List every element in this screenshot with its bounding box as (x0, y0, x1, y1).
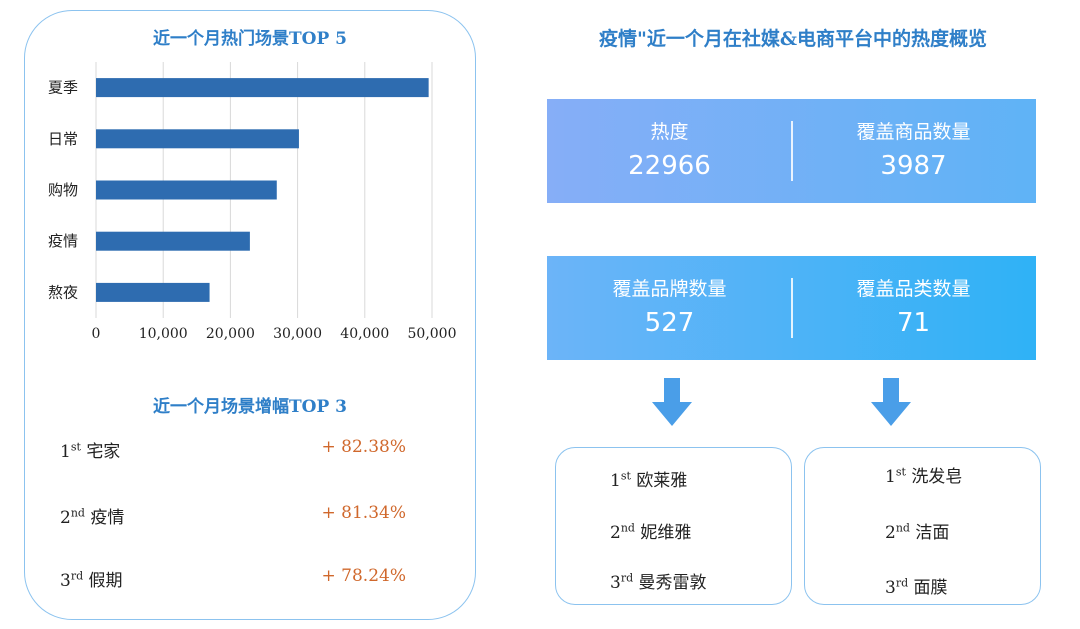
arrow-down-icon (652, 378, 692, 426)
x-tick-label: 50,000 (408, 326, 457, 342)
growth-value-3: + 78.24% (321, 566, 406, 586)
brand-item-1: 1st 欧莱雅 (610, 469, 688, 491)
stat-value: 22966 (628, 151, 711, 181)
x-tick-label: 40,000 (340, 326, 389, 342)
hot-scenes-bar-chart: 0 10,000 20,000 30,000 40,000 50,000 夏季日常购物疫情熬… (48, 62, 457, 342)
bar (96, 180, 277, 200)
stat-label: 覆盖品牌数量 (612, 278, 727, 300)
left-panel (24, 10, 476, 620)
category-label: 熬夜 (48, 283, 78, 301)
category-item-1: 1st 洗发皂 (885, 465, 963, 487)
stat-value: 3987 (880, 151, 947, 181)
growth-rank-3: 3rd 假期 (60, 569, 123, 591)
growth-value-1: + 82.38% (321, 437, 406, 457)
stat-label: 覆盖品类数量 (856, 278, 971, 300)
stat-box-bottom: 覆盖品牌数量 527 覆盖品类数量 71 (547, 256, 1036, 360)
growth-rank-2: 2nd 疫情 (60, 506, 125, 528)
bar (96, 282, 210, 302)
stat-categories: 覆盖品类数量 71 (791, 256, 1036, 360)
category-label: 购物 (48, 181, 78, 199)
stat-products: 覆盖商品数量 3987 (791, 99, 1036, 203)
bar (96, 129, 299, 149)
growth-row-3: 3rd 假期 + 78.24% (60, 566, 406, 592)
top-categories-box: 1st 洗发皂 2nd 洁面 3rd 面膜 (804, 447, 1041, 605)
stat-divider (791, 121, 793, 181)
category-label: 日常 (48, 130, 78, 148)
bar (96, 78, 429, 98)
x-tick-label: 30,000 (273, 326, 322, 342)
stat-label: 覆盖商品数量 (856, 121, 971, 143)
x-tick-label: 0 (92, 326, 101, 342)
category-item-2: 2nd 洁面 (885, 521, 950, 543)
x-tick-label: 20,000 (206, 326, 255, 342)
brand-item-3: 3rd 曼秀雷敦 (610, 571, 707, 593)
stat-value: 71 (896, 308, 931, 338)
growth-row-2: 2nd 疫情 + 81.34% (60, 503, 406, 529)
arrow-down-icon (871, 378, 911, 426)
category-item-3: 3rd 面膜 (885, 576, 948, 598)
growth-rank-1: 1st 宅家 (60, 440, 121, 462)
x-tick-label: 10,000 (139, 326, 188, 342)
top-brands-box: 1st 欧莱雅 2nd 妮维雅 3rd 曼秀雷敦 (555, 447, 792, 605)
stat-value: 527 (644, 308, 695, 338)
category-label: 夏季 (48, 79, 78, 97)
chart-title: 近一个月热门场景TOP 5 (153, 29, 347, 49)
stat-heat: 热度 22966 (547, 99, 792, 203)
growth-value-2: + 81.34% (321, 503, 406, 523)
growth-row-1: 1st 宅家 + 82.38% (60, 437, 406, 463)
stat-label: 热度 (650, 121, 689, 143)
bar (96, 231, 250, 251)
category-label: 疫情 (48, 232, 78, 250)
overview-title: 疫情"近一个月在社媒&电商平台中的热度概览 (598, 28, 988, 50)
stat-divider (791, 278, 793, 338)
growth-title: 近一个月场景增幅TOP 3 (153, 397, 347, 417)
brand-item-2: 2nd 妮维雅 (610, 521, 692, 543)
stat-box-top: 热度 22966 覆盖商品数量 3987 (547, 99, 1036, 203)
stat-brands: 覆盖品牌数量 527 (547, 256, 792, 360)
